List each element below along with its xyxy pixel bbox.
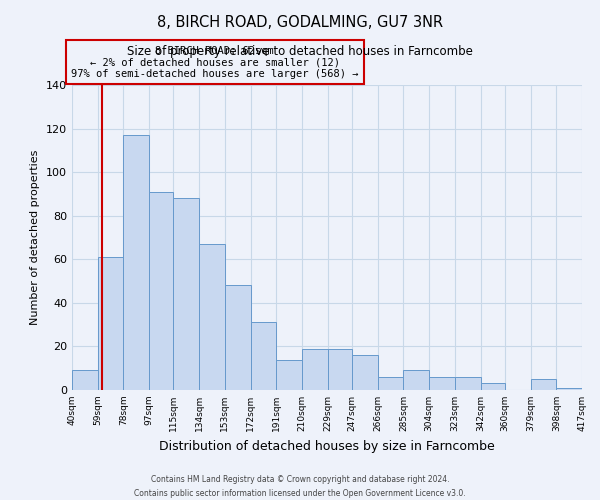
Bar bbox=[199, 244, 225, 390]
Bar bbox=[556, 388, 582, 390]
Text: 8, BIRCH ROAD, GODALMING, GU7 3NR: 8, BIRCH ROAD, GODALMING, GU7 3NR bbox=[157, 15, 443, 30]
Bar bbox=[276, 360, 302, 390]
Bar bbox=[328, 348, 352, 390]
Bar bbox=[455, 377, 481, 390]
Bar bbox=[378, 377, 403, 390]
Bar bbox=[352, 355, 378, 390]
Text: 8 BIRCH ROAD: 62sqm
← 2% of detached houses are smaller (12)
97% of semi-detache: 8 BIRCH ROAD: 62sqm ← 2% of detached hou… bbox=[71, 46, 359, 79]
Bar bbox=[530, 379, 556, 390]
Bar bbox=[403, 370, 429, 390]
Bar bbox=[481, 384, 505, 390]
Bar bbox=[225, 286, 251, 390]
Y-axis label: Number of detached properties: Number of detached properties bbox=[31, 150, 40, 325]
Bar bbox=[582, 386, 600, 390]
Bar bbox=[124, 135, 149, 390]
Text: Size of property relative to detached houses in Farncombe: Size of property relative to detached ho… bbox=[127, 45, 473, 58]
Bar bbox=[251, 322, 276, 390]
Bar bbox=[149, 192, 173, 390]
Bar bbox=[98, 257, 124, 390]
Bar bbox=[173, 198, 199, 390]
Text: Contains public sector information licensed under the Open Government Licence v3: Contains public sector information licen… bbox=[134, 488, 466, 498]
Bar bbox=[429, 377, 455, 390]
Text: Contains HM Land Registry data © Crown copyright and database right 2024.: Contains HM Land Registry data © Crown c… bbox=[151, 474, 449, 484]
Bar bbox=[302, 348, 328, 390]
X-axis label: Distribution of detached houses by size in Farncombe: Distribution of detached houses by size … bbox=[159, 440, 495, 452]
Bar bbox=[72, 370, 98, 390]
